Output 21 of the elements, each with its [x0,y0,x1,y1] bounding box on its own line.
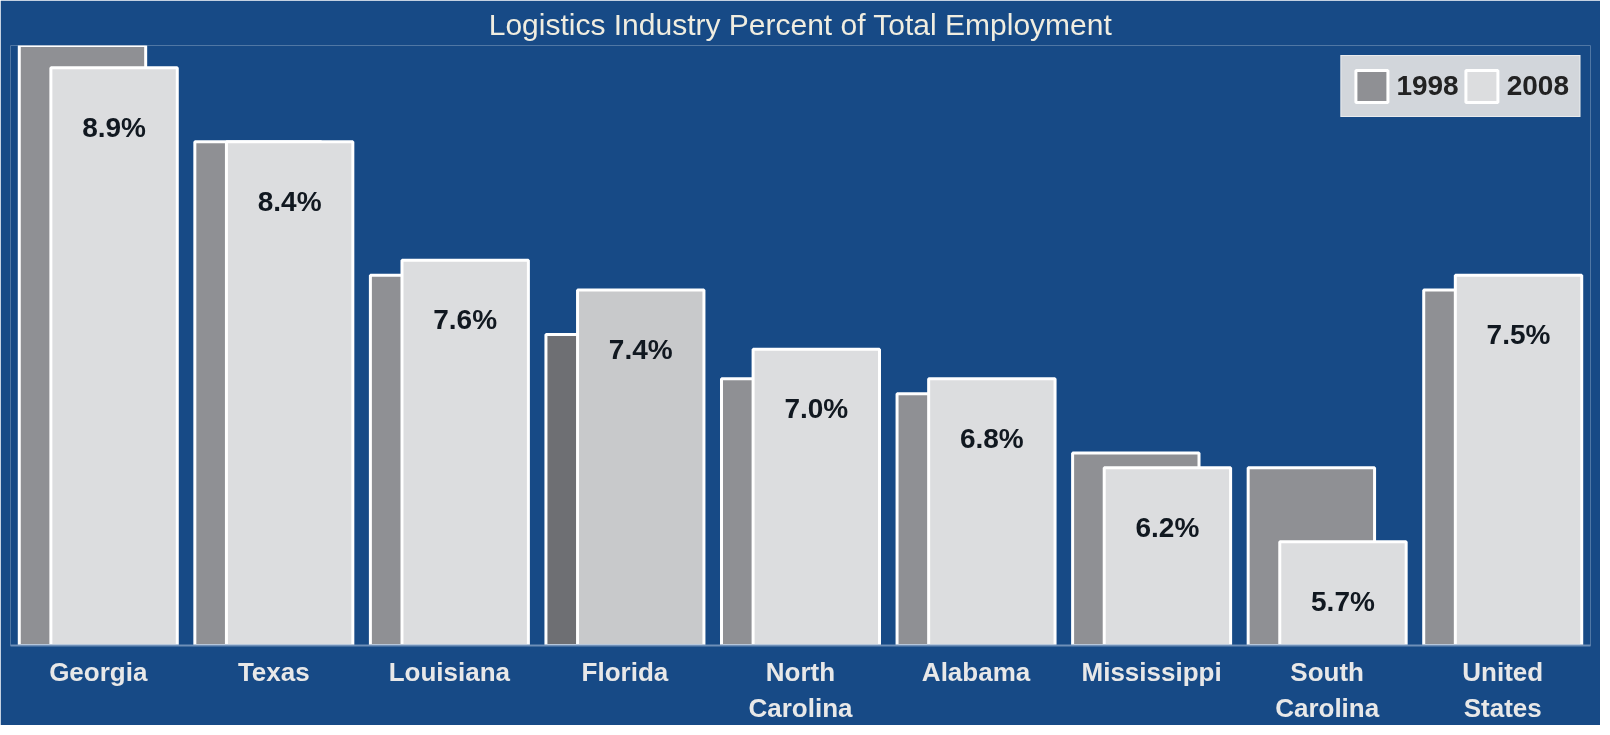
x-tick-label: Texas [237,656,310,687]
data-label: 7.6% [433,304,498,336]
data-label: 8.4% [257,185,322,217]
x-tick-label: Louisiana [388,656,511,687]
data-label: 7.4% [608,333,673,365]
x-tick-label: United States [1462,656,1544,723]
x-tick-label: Alabama [921,656,1031,687]
x-tick-label: South Carolina [1275,656,1380,723]
x-tick-label: Georgia [49,656,148,687]
data-label: 6.8% [959,422,1024,454]
legend-label: 1998 [1396,70,1459,102]
data-label: 6.2% [1135,511,1200,543]
data-label: 5.7% [1311,585,1375,617]
x-tick-label: North Carolina [748,656,854,723]
x-tick-label: Florida [581,656,669,687]
x-tick-label: Mississippi [1081,656,1222,687]
data-label: 7.0% [784,393,849,425]
legend-label: 2008 [1506,70,1569,102]
data-label: 8.9% [82,111,147,143]
data-label: 7.5% [1486,319,1551,351]
chart-title: Logistics Industry Percent of Total Employment [488,7,1113,41]
